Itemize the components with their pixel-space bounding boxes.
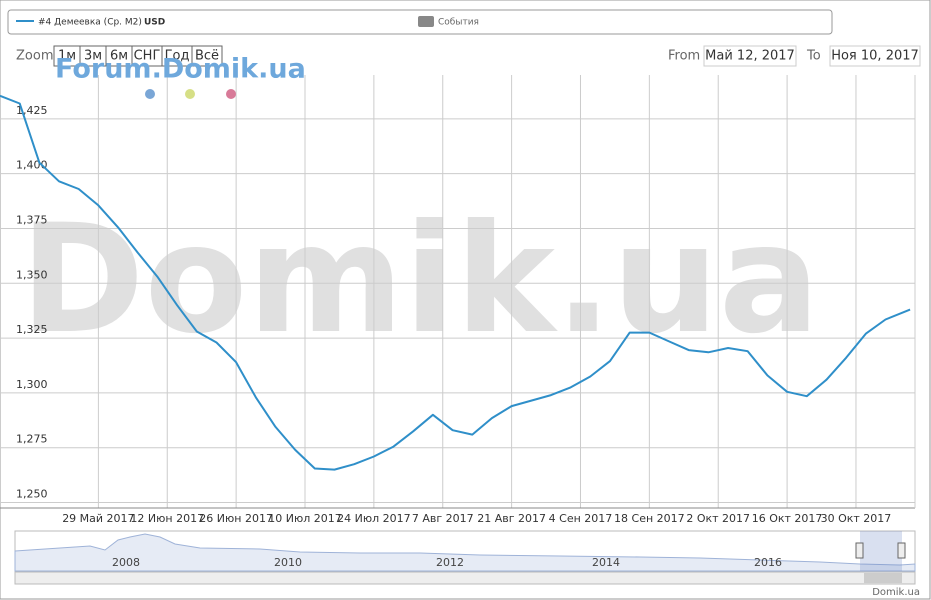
x-tick-label: 24 Июл 2017 bbox=[337, 512, 411, 525]
x-tick-label: 4 Сен 2017 bbox=[549, 512, 613, 525]
handle[interactable] bbox=[855, 542, 864, 559]
navigator-year: 2010 bbox=[274, 556, 302, 569]
legend-events[interactable]: События bbox=[438, 18, 479, 28]
zoom-button[interactable] bbox=[191, 45, 223, 67]
y-tick-label: 1,300 bbox=[16, 378, 48, 391]
x-tick-label: 29 Май 2017 bbox=[62, 512, 134, 525]
navigator-selection[interactable] bbox=[860, 531, 902, 571]
from-value[interactable]: Май 12, 2017 bbox=[705, 49, 795, 64]
x-tick-label: 7 Авг 2017 bbox=[412, 512, 474, 525]
zoom-button-label[interactable]: 3м bbox=[84, 49, 102, 64]
x-tick-label: 26 Июн 2017 bbox=[199, 512, 273, 525]
y-tick-label: 1,275 bbox=[16, 433, 48, 446]
navigator-year: 2014 bbox=[592, 556, 620, 569]
scrollbar[interactable] bbox=[14, 571, 916, 585]
zoom-buttons: 1м 3м 6м СНГ Год Всё bbox=[53, 45, 223, 67]
series-line bbox=[0, 94, 911, 471]
zoom-label: Zoom bbox=[16, 49, 53, 64]
zoom-button-label[interactable]: СНГ bbox=[134, 49, 161, 64]
scrollbar-thumb[interactable] bbox=[864, 573, 902, 583]
dot bbox=[226, 89, 236, 99]
navigator-series bbox=[14, 533, 916, 572]
x-tick-label: 18 Сен 2017 bbox=[614, 512, 685, 525]
credit[interactable]: Domik.ua bbox=[872, 587, 920, 598]
x-tick-label: 2 Окт 2017 bbox=[686, 512, 750, 525]
x-tick-label: 12 Июн 2017 bbox=[130, 512, 204, 525]
x-tick-label: 16 Окт 2017 bbox=[752, 512, 823, 525]
navigator-year: 2012 bbox=[436, 556, 464, 569]
to-value[interactable]: Ноя 10, 2017 bbox=[831, 49, 919, 64]
plot: 1,2501,2751,3001,3251,3501,3751,4001,425… bbox=[0, 75, 916, 525]
watermark: Domik.ua bbox=[20, 193, 820, 367]
x-tick-label: 30 Окт 2017 bbox=[821, 512, 892, 525]
navigator-years: 2008 2010 2012 2014 2016 bbox=[112, 556, 782, 569]
y-tick-label: 1,350 bbox=[16, 268, 48, 281]
from-input[interactable] bbox=[703, 45, 797, 67]
legend-unit: USD bbox=[144, 18, 165, 28]
events-icon bbox=[418, 16, 434, 27]
handle[interactable] bbox=[897, 542, 906, 559]
x-tick-label: 10 Июл 2017 bbox=[268, 512, 342, 525]
navigator-year: 2008 bbox=[112, 556, 140, 569]
zoom-button-label[interactable]: 6м bbox=[110, 49, 128, 64]
dot bbox=[185, 89, 195, 99]
zoom-button-label[interactable]: Всё bbox=[195, 49, 219, 64]
to-label: To bbox=[806, 49, 821, 64]
y-tick-label: 1,375 bbox=[16, 213, 48, 226]
x-tick-label: 21 Авг 2017 bbox=[477, 512, 546, 525]
zoom-button-label[interactable]: 1м bbox=[58, 49, 76, 64]
y-tick-label: 1,325 bbox=[16, 323, 48, 336]
navigator-year: 2016 bbox=[754, 556, 782, 569]
watermark-forum: Forum.Domik.ua bbox=[55, 54, 306, 85]
from-label: From bbox=[668, 49, 700, 64]
to-input[interactable] bbox=[829, 45, 921, 67]
y-tick-label: 1,250 bbox=[16, 488, 48, 501]
dot bbox=[145, 89, 155, 99]
zoom-button-label[interactable]: Год bbox=[165, 49, 190, 64]
legend-series[interactable]: #4 Демеевка (Ср. М2) bbox=[38, 18, 142, 28]
